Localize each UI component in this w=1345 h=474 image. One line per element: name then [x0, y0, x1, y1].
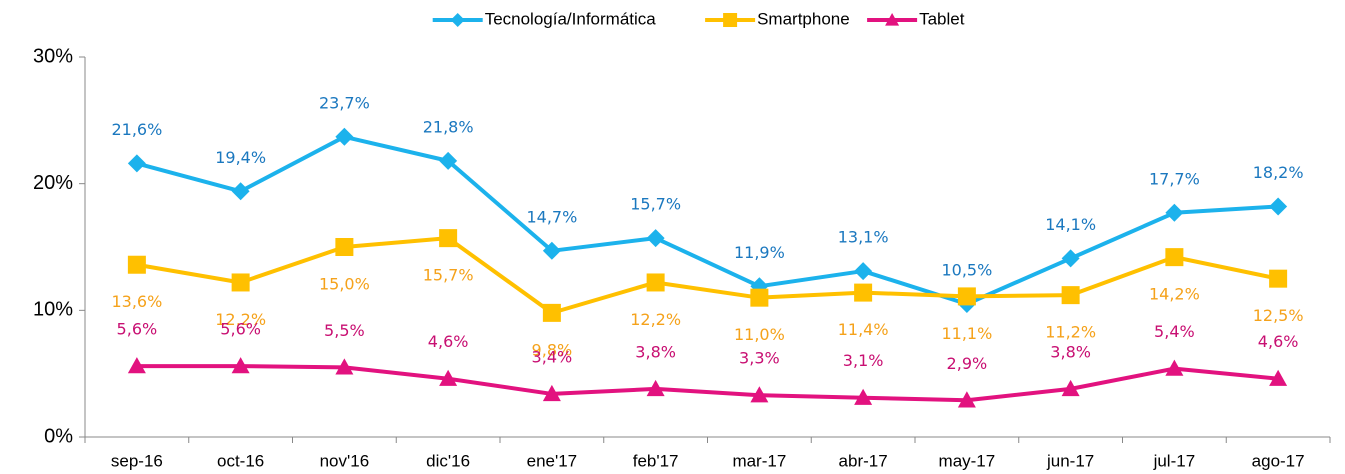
- marker: [231, 273, 250, 292]
- data-label: 2,9%: [947, 354, 988, 373]
- data-label: 12,2%: [215, 310, 266, 329]
- data-label: 5,6%: [220, 320, 261, 339]
- marker: [1061, 379, 1080, 397]
- data-label: 5,6%: [117, 320, 158, 339]
- x-tick-label: may-17: [939, 451, 996, 470]
- legend-label: Tablet: [919, 9, 965, 28]
- data-label: 11,0%: [734, 325, 785, 344]
- data-label: 3,1%: [843, 351, 884, 370]
- marker: [450, 13, 465, 27]
- marker: [335, 358, 354, 375]
- x-tick-label: feb'17: [633, 451, 679, 470]
- data-label: 3,8%: [1050, 342, 1091, 361]
- marker: [1269, 269, 1288, 288]
- data-label: 17,7%: [1149, 169, 1200, 188]
- legend-label: Tecnología/Informática: [485, 9, 657, 28]
- marker: [542, 303, 561, 322]
- data-label: 23,7%: [319, 93, 370, 112]
- marker: [439, 369, 458, 386]
- y-tick-label: 10%: [33, 299, 73, 321]
- data-label: 15,0%: [319, 275, 370, 294]
- marker: [439, 151, 458, 170]
- marker: [231, 182, 250, 201]
- data-label: 12,5%: [1253, 306, 1304, 325]
- data-label: 3,4%: [532, 347, 573, 366]
- x-tick-label: ago-17: [1252, 451, 1305, 470]
- data-label: 12,2%: [630, 310, 681, 329]
- marker: [231, 357, 250, 374]
- data-label: 21,8%: [423, 117, 474, 136]
- series-line: [136, 364, 1279, 403]
- y-tick-label: 0%: [44, 425, 73, 447]
- marker: [1269, 369, 1288, 386]
- series-line: [136, 134, 1279, 306]
- marker: [885, 13, 900, 26]
- data-label: 18,2%: [1253, 163, 1304, 182]
- marker: [1269, 197, 1288, 216]
- legend-label: Smartphone: [757, 9, 850, 28]
- marker: [646, 229, 665, 248]
- data-label: 11,1%: [941, 324, 992, 343]
- data-label: 15,7%: [630, 195, 681, 214]
- marker: [542, 384, 561, 402]
- data-label: 3,8%: [635, 342, 676, 361]
- data-label: 11,9%: [734, 243, 785, 262]
- data-label: 15,7%: [423, 266, 474, 285]
- data-label: 11,4%: [838, 320, 889, 339]
- marker: [335, 127, 354, 146]
- marker: [854, 388, 873, 405]
- y-tick-label: 30%: [33, 45, 73, 67]
- marker: [854, 283, 873, 302]
- data-label: 3,3%: [739, 349, 780, 368]
- data-label: 9,8%: [532, 340, 573, 359]
- marker: [957, 287, 976, 306]
- x-tick-label: sep-16: [111, 451, 163, 470]
- data-label: 5,4%: [1154, 322, 1195, 341]
- x-tick-label: nov'16: [320, 451, 370, 470]
- data-label: 4,6%: [428, 332, 469, 351]
- marker: [127, 357, 146, 374]
- marker: [957, 391, 976, 408]
- data-label: 14,2%: [1149, 285, 1200, 304]
- marker: [646, 273, 665, 292]
- marker: [750, 386, 769, 403]
- x-tick-label: jun-17: [1046, 451, 1094, 470]
- data-label: 10,5%: [941, 261, 992, 280]
- marker: [542, 241, 561, 260]
- marker: [1165, 359, 1184, 376]
- marker: [1165, 203, 1184, 222]
- marker: [127, 154, 146, 173]
- marker: [1061, 286, 1080, 305]
- data-label: 5,5%: [324, 321, 365, 340]
- x-tick-label: mar-17: [732, 451, 786, 470]
- y-tick-label: 20%: [33, 172, 73, 194]
- marker: [127, 255, 146, 274]
- marker: [1061, 249, 1080, 268]
- marker: [1165, 248, 1184, 267]
- marker: [646, 379, 665, 397]
- x-tick-label: abr-17: [839, 451, 888, 470]
- x-tick-label: ene'17: [527, 451, 578, 470]
- data-label: 11,2%: [1045, 323, 1096, 342]
- marker: [723, 13, 738, 27]
- data-label: 14,7%: [526, 207, 577, 226]
- marker: [335, 238, 354, 256]
- series-line: [136, 236, 1279, 315]
- x-tick-label: oct-16: [217, 451, 264, 470]
- data-label: 14,1%: [1045, 215, 1096, 234]
- marker: [750, 288, 769, 307]
- data-label: 4,6%: [1258, 332, 1299, 351]
- data-label: 13,1%: [838, 228, 889, 247]
- x-tick-label: dic'16: [426, 451, 470, 470]
- data-label: 19,4%: [215, 148, 266, 167]
- data-label: 13,6%: [111, 292, 162, 311]
- data-label: 21,6%: [111, 120, 162, 139]
- x-tick-label: jul-17: [1153, 451, 1196, 470]
- marker: [439, 229, 458, 248]
- marker: [854, 262, 873, 281]
